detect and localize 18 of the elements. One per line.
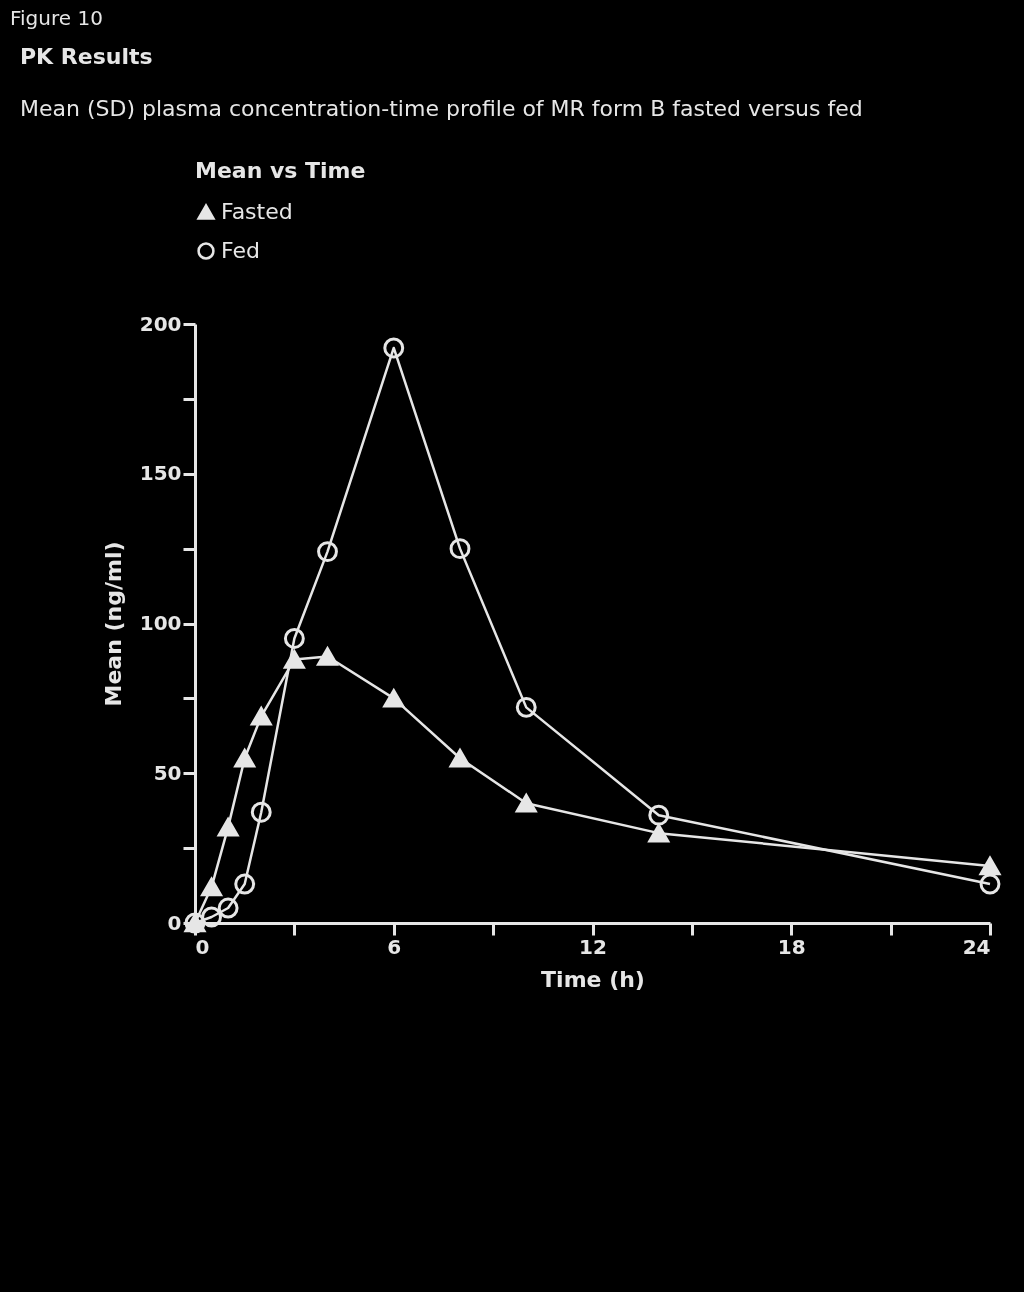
y-tick-label: 100 [139,611,182,635]
x-tick-label: 12 [579,934,607,959]
chart-subtitle: Mean (SD) plasma concentration-time profile of MR form B fasted versus fed [20,96,863,121]
y-tick-label: 200 [139,311,182,336]
x-tick-label: 0 [195,934,210,959]
caption: Figure 10 [9,5,104,32]
chart-title: PK Results [20,44,153,69]
y-tick-label: 150 [139,461,182,486]
legend-label: Fasted [221,199,293,224]
y-tick-label: 50 [153,760,182,785]
x-tick-label: 6 [387,934,402,959]
x-tick-label: 24 [962,934,991,959]
legend-title: Mean vs Time [195,158,366,183]
y-axis-title: Mean (ng/ml) [100,541,126,707]
y-tick-label: 0 [167,910,182,935]
x-axis-title: Time (h) [541,966,645,992]
x-tick-label: 18 [777,934,806,959]
legend-label: Fed [221,238,260,263]
